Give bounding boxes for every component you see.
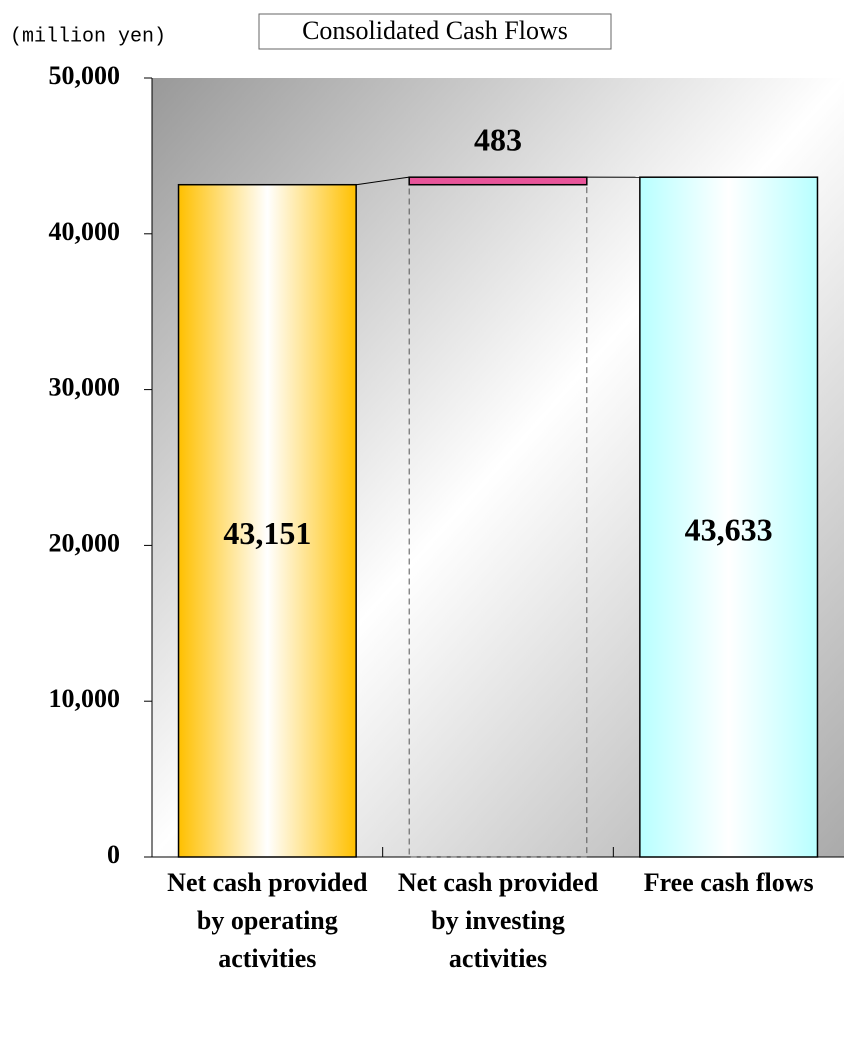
y-tick-label: 10,000 (49, 684, 121, 713)
y-axis-label: (million yen) (10, 25, 166, 48)
bar (177, 183, 357, 858)
y-tick-label: 20,000 (49, 528, 121, 557)
x-tick-label: Net cash provided by investing activitie… (397, 868, 599, 973)
y-tick-label: 50,000 (49, 61, 121, 90)
value-label: 43,633 (685, 511, 773, 547)
y-tick-label: 40,000 (49, 217, 121, 246)
bar (639, 176, 819, 858)
float-guide (408, 184, 588, 858)
title-box (258, 13, 612, 50)
x-tick-label: Net cash provided by operating activitie… (167, 868, 368, 973)
y-tick-label: 0 (107, 840, 120, 869)
value-label: 43,151 (223, 515, 311, 551)
bar (408, 176, 588, 186)
connector (356, 176, 410, 186)
x-tick-label: Free cash flows (643, 868, 814, 897)
y-tick-label: 30,000 (49, 373, 121, 402)
chart-title: Consolidated Cash Flows (302, 16, 568, 45)
value-label: 483 (474, 122, 522, 158)
